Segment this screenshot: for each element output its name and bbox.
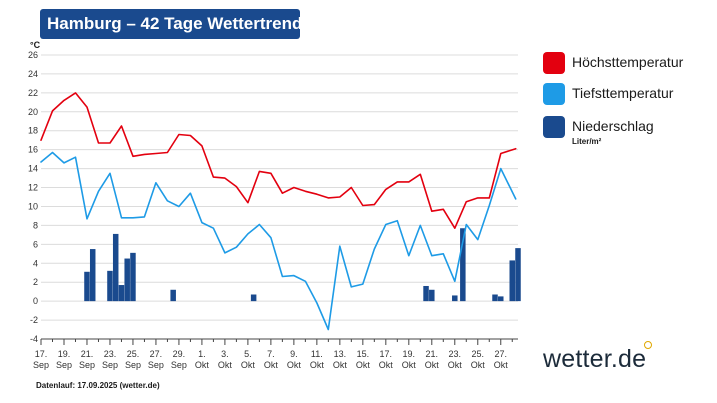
x-tick-label-month: Okt (310, 360, 325, 370)
precipitation-bar (423, 285, 429, 302)
x-tick-label: 23. (449, 349, 462, 359)
y-tick-label: 2 (33, 277, 38, 287)
x-tick-label: 21. (426, 349, 439, 359)
x-tick-label: 25. (127, 349, 140, 359)
x-tick-label-month: Okt (287, 360, 302, 370)
precipitation-bar (515, 248, 521, 302)
precipitation-bar (509, 260, 516, 302)
y-tick-label: 16 (28, 145, 38, 155)
precipitation-bar (130, 252, 136, 302)
x-tick-label-month: Okt (333, 360, 348, 370)
y-tick-label: 24 (28, 69, 38, 79)
logo-dot-icon (644, 341, 652, 349)
x-tick-label-month: Okt (494, 360, 509, 370)
legend-swatch-red (543, 52, 565, 74)
x-tick-label-month: Sep (56, 360, 72, 370)
temperature-lines (40, 92, 517, 331)
y-tick-label: 18 (28, 126, 38, 136)
y-tick-label: 22 (28, 88, 38, 98)
x-tick-label-month: Okt (471, 360, 486, 370)
y-tick-label: 20 (28, 107, 38, 117)
y-tick-label: 4 (33, 258, 38, 268)
data-run-footer: Datenlauf: 17.09.2025 (wetter.de) (36, 381, 160, 390)
precipitation-bar (118, 285, 125, 302)
x-tick-label: 25. (472, 349, 485, 359)
wetter-de-logo: wetter.de (543, 345, 647, 373)
x-tick-label: 23. (104, 349, 117, 359)
x-tick-label: 3. (221, 349, 229, 359)
precipitation-bar (84, 271, 90, 302)
x-tick-label: 19. (403, 349, 416, 359)
x-tick-label-month: Okt (218, 360, 233, 370)
x-tick-label: 15. (357, 349, 370, 359)
axes: -4-20246810121416182022242617.Sep19.Sep2… (28, 50, 518, 370)
legend-label: Niederschlag (572, 118, 654, 134)
y-tick-label: 8 (33, 220, 38, 230)
precipitation-bar (429, 289, 435, 302)
y-tick-label: 12 (28, 183, 38, 193)
y-tick-label: 0 (33, 296, 38, 306)
x-tick-label-month: Sep (171, 360, 187, 370)
precipitation-bar (452, 295, 458, 302)
precipitation-bar (250, 294, 257, 302)
x-tick-label: 13. (334, 349, 347, 359)
precipitation-bar (124, 258, 130, 302)
x-tick-label: 27. (495, 349, 508, 359)
x-tick-label-month: Okt (448, 360, 463, 370)
x-tick-label-month: Sep (33, 360, 49, 370)
x-tick-label: 17. (35, 349, 48, 359)
x-tick-label: 29. (173, 349, 186, 359)
x-tick-label: 7. (267, 349, 275, 359)
legend-swatch-blue (543, 83, 565, 105)
x-tick-label-month: Okt (356, 360, 371, 370)
precipitation-bar (112, 233, 119, 302)
x-tick-label: 27. (150, 349, 163, 359)
x-tick-label-month: Okt (402, 360, 417, 370)
x-tick-label-month: Sep (79, 360, 95, 370)
y-tick-label: 26 (28, 50, 38, 60)
x-tick-label-month: Okt (425, 360, 440, 370)
max-temp-line (40, 92, 517, 229)
x-tick-label-month: Okt (241, 360, 256, 370)
precipitation-bars (84, 228, 521, 302)
x-tick-label-month: Sep (148, 360, 164, 370)
precipitation-bar (89, 249, 96, 302)
legend-label: Höchsttemperatur (572, 54, 684, 70)
y-tick-label: -4 (30, 334, 38, 344)
x-tick-label-month: Sep (125, 360, 141, 370)
x-tick-label-month: Okt (195, 360, 210, 370)
legend-swatch-navy (543, 116, 565, 138)
x-tick-label: 11. (311, 349, 323, 359)
y-tick-label: 6 (33, 239, 38, 249)
y-tick-label: 14 (28, 164, 38, 174)
x-tick-label: 5. (244, 349, 252, 359)
precipitation-bar (107, 270, 113, 302)
x-tick-label-month: Okt (379, 360, 394, 370)
x-tick-label: 17. (380, 349, 393, 359)
x-tick-label: 9. (290, 349, 298, 359)
legend-label: Tiefsttemperatur (572, 85, 674, 101)
y-tick-label: -2 (30, 315, 38, 325)
precipitation-bar (460, 228, 466, 302)
precipitation-bar (498, 296, 504, 302)
x-tick-label: 19. (58, 349, 71, 359)
chart-title: Hamburg – 42 Tage Wettertrend (40, 9, 302, 39)
precipitation-bar (492, 294, 498, 302)
precipitation-bar (170, 289, 176, 302)
x-tick-label-month: Okt (264, 360, 279, 370)
x-tick-label: 1. (198, 349, 206, 359)
x-tick-label-month: Sep (102, 360, 118, 370)
min-temp-line (40, 151, 517, 331)
y-axis-unit-label: °C (30, 40, 41, 50)
legend-unit: Liter/m² (572, 137, 602, 146)
x-tick-label: 21. (81, 349, 94, 359)
y-tick-label: 10 (28, 201, 38, 211)
